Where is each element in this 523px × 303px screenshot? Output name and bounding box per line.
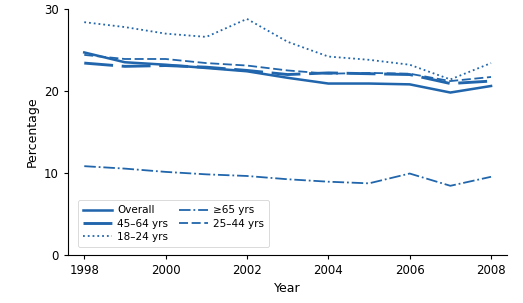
Legend: Overall, 45–64 yrs, 18–24 yrs, ≥65 yrs, 25–44 yrs: Overall, 45–64 yrs, 18–24 yrs, ≥65 yrs, … [77, 200, 269, 247]
Y-axis label: Percentage: Percentage [26, 96, 39, 167]
X-axis label: Year: Year [275, 282, 301, 295]
